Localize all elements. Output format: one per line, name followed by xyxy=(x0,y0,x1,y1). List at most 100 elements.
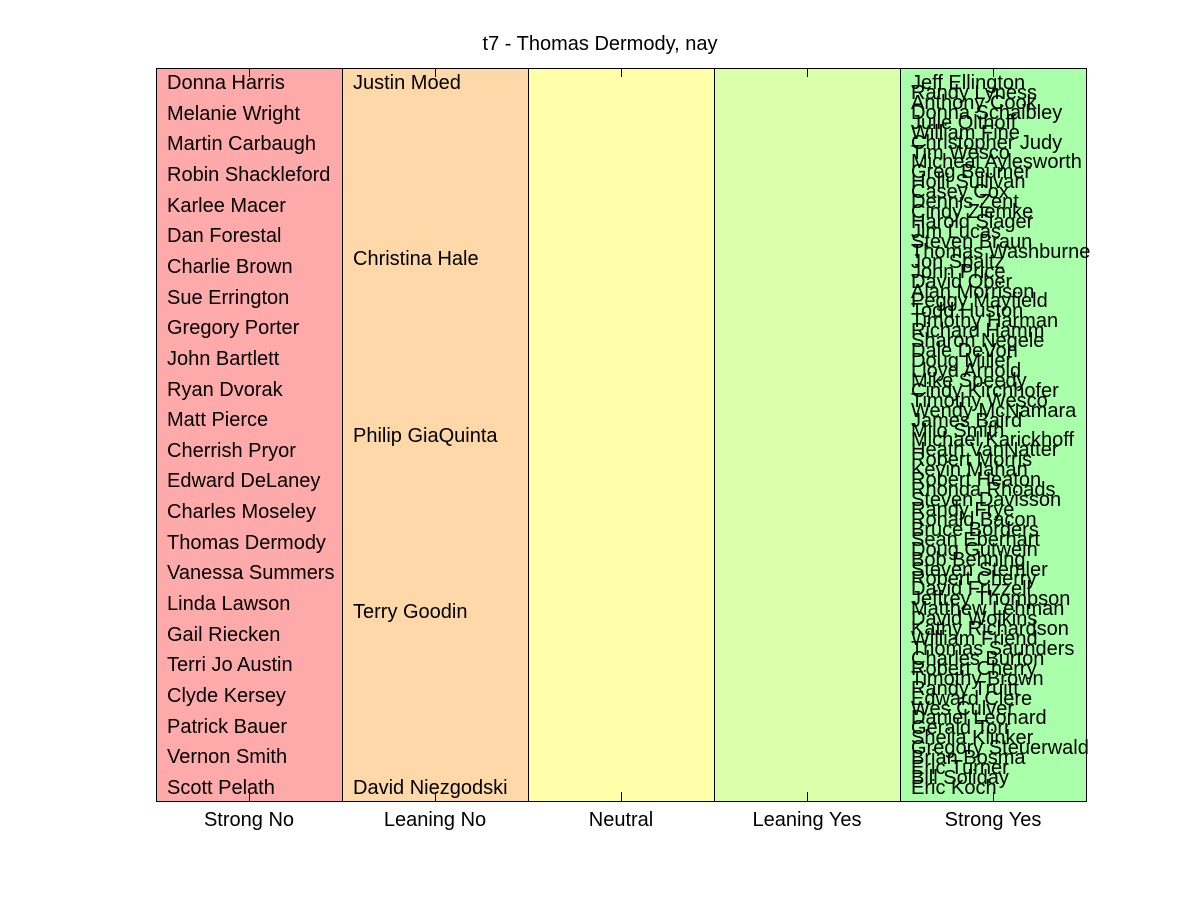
name-label: Kevin Mahan xyxy=(911,459,1028,482)
name-label: Martin Carbaugh xyxy=(167,133,316,156)
name-label: Jeff Ellington xyxy=(911,72,1026,94)
name-label: Gerald Torr xyxy=(911,717,1011,740)
name-label: Matt Pierce xyxy=(167,409,269,432)
name-label: Karlee Macer xyxy=(167,194,286,217)
x-tick-top xyxy=(807,68,808,77)
name-label: Robin Shackleford xyxy=(167,163,331,186)
name-label: Sheila Klinker xyxy=(911,727,1034,750)
name-label: Jim Lucas xyxy=(911,220,1002,243)
name-label: William Fine xyxy=(911,121,1020,144)
name-label: Ronald Bacon xyxy=(911,508,1037,531)
name-label: Sean Eberhart xyxy=(911,528,1040,551)
name-label: Vernon Smith xyxy=(167,746,288,769)
name-label: Sharon Negele xyxy=(911,330,1045,353)
name-label: John Bartlett xyxy=(167,347,280,370)
name-label: Cherrish Pryor xyxy=(167,439,296,462)
plot-area: Donna Harris Melanie Wright Martin Carbaug… xyxy=(156,68,1090,801)
x-tick-label: Strong No xyxy=(203,809,295,831)
name-label: Thomas Washburne xyxy=(911,240,1091,263)
name-label: Charlie Brown xyxy=(167,255,293,278)
name-label: Todd Huston xyxy=(911,300,1024,323)
name-label: Alan Morrison xyxy=(911,280,1035,303)
name-label: Randy Truitt xyxy=(911,677,1019,700)
x-tick-bottom xyxy=(807,792,808,801)
name-label: Philip GiaQuinta xyxy=(353,424,498,447)
name-label: Clyde Kersey xyxy=(167,685,286,708)
name-label: Edward Clere xyxy=(911,687,1033,710)
x-tick-label: Leaning No xyxy=(383,809,487,831)
column-neutral xyxy=(528,68,714,801)
name-label: Bill Soliday xyxy=(911,767,1009,790)
x-tick-top xyxy=(621,68,622,77)
name-label: David Ober xyxy=(911,270,1013,293)
name-label: Micheal Aylesworth xyxy=(911,151,1082,174)
name-label: David Frizzell xyxy=(911,578,1032,601)
name-label: Vanessa Summers xyxy=(167,562,335,585)
column-strong-yes: Jeff Ellington Randy Lyness Anthony Cook Do… xyxy=(900,68,1090,801)
name-label: Dan Forestal xyxy=(167,225,282,248)
name-label: David Niezgodski xyxy=(353,777,508,799)
x-tick-label: Leaning Yes xyxy=(752,809,862,831)
name-label: Gregory Steuerwald xyxy=(911,737,1089,760)
name-label: Cindy Kirchhofer xyxy=(911,379,1059,402)
name-label: Matthew Lehman xyxy=(911,598,1065,621)
name-label: Robert Cherry xyxy=(911,657,1037,680)
name-label: Patrick Bauer xyxy=(167,715,288,738)
name-label: Cindy Ziemke xyxy=(911,201,1034,224)
name-label: Steven Davisson xyxy=(911,489,1062,512)
name-label: Terri Jo Austin xyxy=(167,654,293,677)
x-tick-bottom xyxy=(435,792,436,801)
x-tick-bottom xyxy=(621,792,622,801)
name-label: Melanie Wright xyxy=(167,102,301,125)
name-label: Bruce Borders xyxy=(911,518,1039,541)
name-label: Wendy McNamara xyxy=(911,399,1077,422)
name-label: Anthony Cook xyxy=(911,91,1037,114)
name-label: Lloyd Arnold xyxy=(911,359,1022,382)
name-label: John Price xyxy=(911,260,1006,283)
name-label: Thomas Dermody xyxy=(167,531,326,554)
name-label: Heath VanNatter xyxy=(911,439,1059,462)
name-label: Harold Slager xyxy=(911,211,1034,233)
column-leaning-yes xyxy=(714,68,900,801)
name-label: Jon Spaltz xyxy=(911,250,1005,273)
name-label: Robert Heaton xyxy=(911,469,1042,492)
x-tick-bottom xyxy=(993,792,994,801)
name-label: Charles Moseley xyxy=(167,501,316,524)
name-label: Milo Smith xyxy=(911,419,1005,442)
name-label: Gail Riecken xyxy=(167,623,281,646)
name-label: Terry Goodin xyxy=(353,600,468,623)
chart-title: t7 - Thomas Dermody, nay xyxy=(482,33,718,55)
name-label: David Wolkins xyxy=(911,608,1038,631)
name-label: Edward DeLaney xyxy=(167,470,321,493)
x-tick-label: Neutral xyxy=(588,809,654,831)
name-label: Timothy Harman xyxy=(911,310,1059,333)
column-leaning-no: Justin Moed Christina Hale Philip GiaQuint… xyxy=(342,68,528,801)
name-label: Wes Culver xyxy=(911,697,1014,720)
name-label: Kathy Richardson xyxy=(911,618,1069,641)
name-label: Dale DeVon xyxy=(911,340,1018,363)
name-label: Timothy Wesco xyxy=(911,389,1048,412)
x-tick-bottom xyxy=(249,792,250,801)
name-label: Randy Frye xyxy=(911,498,1015,521)
name-label: Michael Karickhoff xyxy=(911,429,1075,452)
name-label: Richard Hamm xyxy=(911,320,1045,343)
name-label: Brian Bosma xyxy=(911,747,1026,770)
name-label: Linda Lawson xyxy=(167,593,291,616)
name-label: Eric Koch xyxy=(911,777,997,799)
name-label: Greg Beumer xyxy=(911,161,1032,184)
name-label: Mike Speedy xyxy=(911,369,1027,392)
name-label: Robert Morris xyxy=(911,449,1033,472)
x-tick-label: Strong Yes xyxy=(944,809,1042,831)
name-label: Eric Turner xyxy=(911,757,1009,780)
x-tick-top xyxy=(249,68,250,77)
name-label: Daniel Leonard xyxy=(911,707,1047,730)
name-label: Charles Burton xyxy=(911,647,1045,670)
name-label: Scott Pelath xyxy=(167,777,275,799)
name-label: Julie Olthoff xyxy=(911,111,1017,134)
x-tick-top xyxy=(435,68,436,77)
name-label: Christina Hale xyxy=(353,248,479,271)
name-label: Steven Stemler xyxy=(911,558,1048,581)
name-label: Bob Behning xyxy=(911,548,1026,571)
name-label: Justin Moed xyxy=(353,72,461,94)
name-label: Steven Braun xyxy=(911,230,1033,253)
